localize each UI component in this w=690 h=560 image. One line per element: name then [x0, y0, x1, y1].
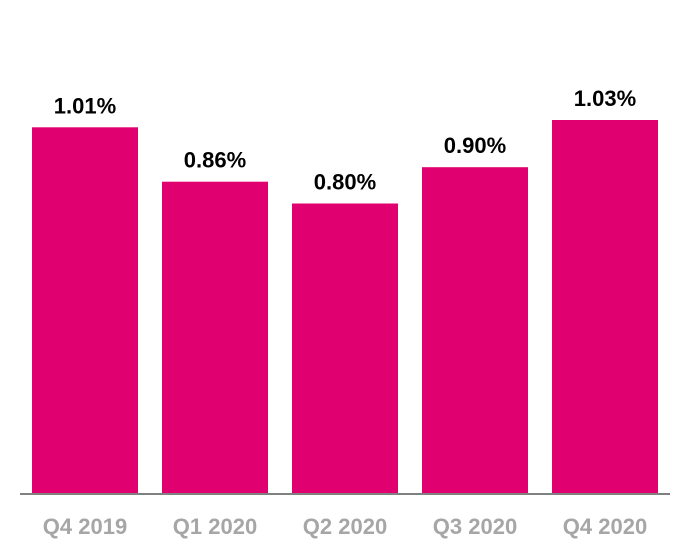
bar-q2-2020	[292, 203, 398, 494]
bar-q1-2020	[162, 181, 268, 494]
data-label: 1.01%	[54, 93, 116, 118]
x-tick-label: Q4 2020	[563, 514, 647, 539]
bar-q3-2020	[422, 167, 528, 494]
x-tick-labels-group: Q4 2019 Q1 2020 Q2 2020 Q3 2020 Q4 2020	[43, 514, 647, 539]
x-tick-label: Q4 2019	[43, 514, 127, 539]
data-label: 0.86%	[184, 148, 246, 173]
bar-q4-2019	[32, 127, 138, 495]
data-labels-group: 1.01% 0.86% 0.80% 0.90% 1.03%	[54, 86, 636, 195]
x-tick-label: Q2 2020	[303, 514, 387, 539]
data-label: 0.90%	[444, 133, 506, 158]
bar-q4-2020	[552, 120, 658, 494]
x-tick-label: Q1 2020	[173, 514, 257, 539]
data-label: 1.03%	[574, 86, 636, 111]
x-tick-label: Q3 2020	[433, 514, 517, 539]
bars-group	[32, 120, 658, 495]
data-label: 0.80%	[314, 170, 376, 195]
